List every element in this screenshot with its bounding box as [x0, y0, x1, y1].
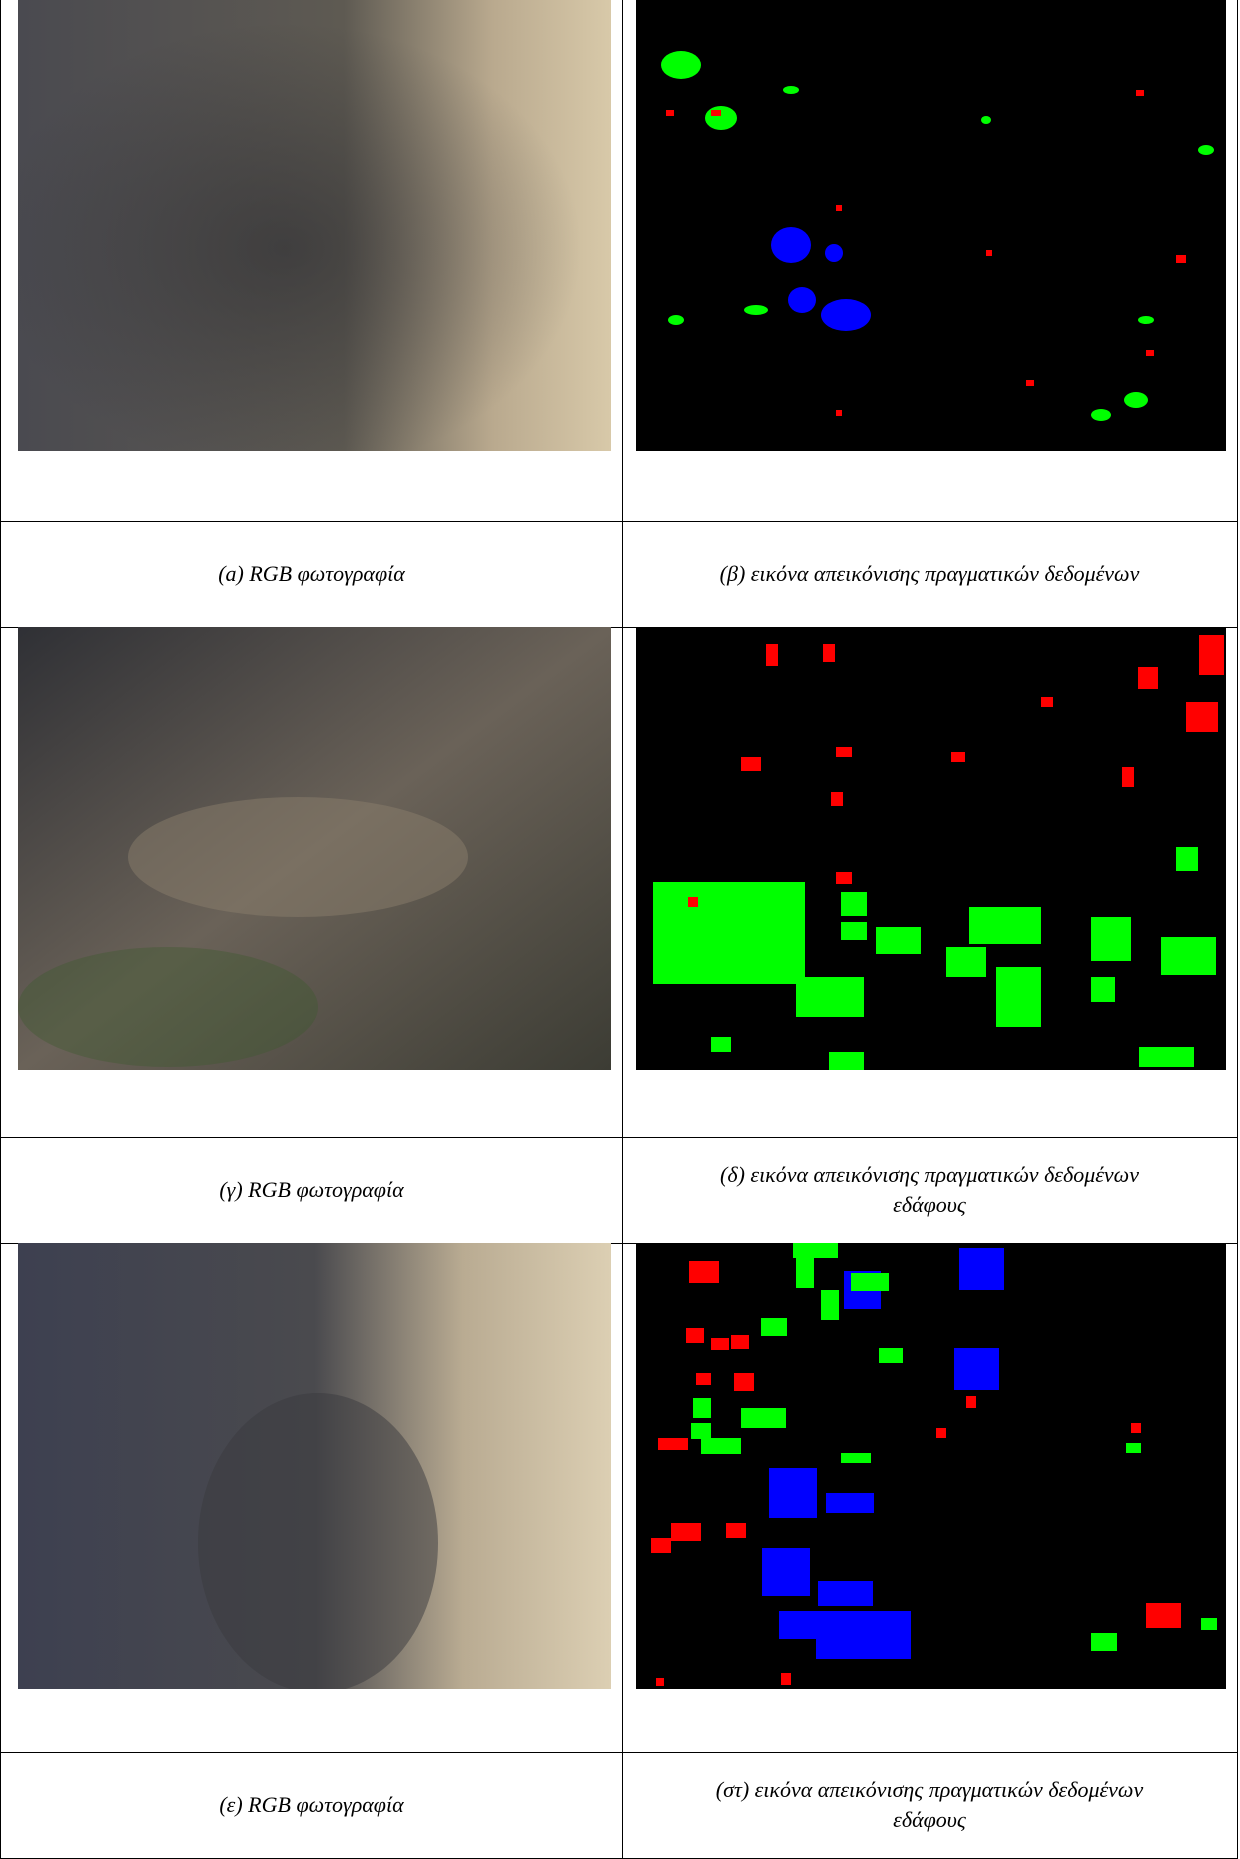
- rgb-photo: [18, 0, 611, 451]
- caption: (δ) εικόνα απεικόνισης πραγματικών δεδομ…: [695, 1160, 1165, 1220]
- caption: (ε) RGB φωτογραφία: [219, 1790, 403, 1820]
- rgb-photo: [18, 1243, 611, 1689]
- caption-cell: (ε) RGB φωτογραφία: [0, 1752, 623, 1859]
- caption: (γ) RGB φωτογραφία: [219, 1175, 403, 1205]
- image-cell: [622, 0, 1238, 522]
- ground-truth-mask: [636, 1243, 1226, 1689]
- caption: (β) εικόνα απεικόνισης πραγματικών δεδομ…: [720, 559, 1140, 589]
- caption: (στ) εικόνα απεικόνισης πραγματικών δεδο…: [695, 1775, 1165, 1835]
- caption-cell: (στ) εικόνα απεικόνισης πραγματικών δεδο…: [622, 1752, 1238, 1859]
- caption: (a) RGB φωτογραφία: [218, 559, 405, 589]
- caption-cell: (γ) RGB φωτογραφία: [0, 1137, 623, 1244]
- image-cell: [622, 627, 1238, 1138]
- image-cell: [0, 0, 623, 522]
- ground-truth-mask: [636, 627, 1226, 1070]
- image-cell: [0, 1243, 623, 1753]
- caption-cell: (β) εικόνα απεικόνισης πραγματικών δεδομ…: [622, 521, 1238, 628]
- image-cell: [0, 627, 623, 1138]
- rgb-photo: [18, 627, 611, 1070]
- page: (a) RGB φωτογραφία (β) εικόνα απεικόνιση…: [0, 0, 1240, 1859]
- ground-truth-mask: [636, 0, 1226, 451]
- caption-cell: (δ) εικόνα απεικόνισης πραγματικών δεδομ…: [622, 1137, 1238, 1244]
- image-cell: [622, 1243, 1238, 1753]
- caption-cell: (a) RGB φωτογραφία: [0, 521, 623, 628]
